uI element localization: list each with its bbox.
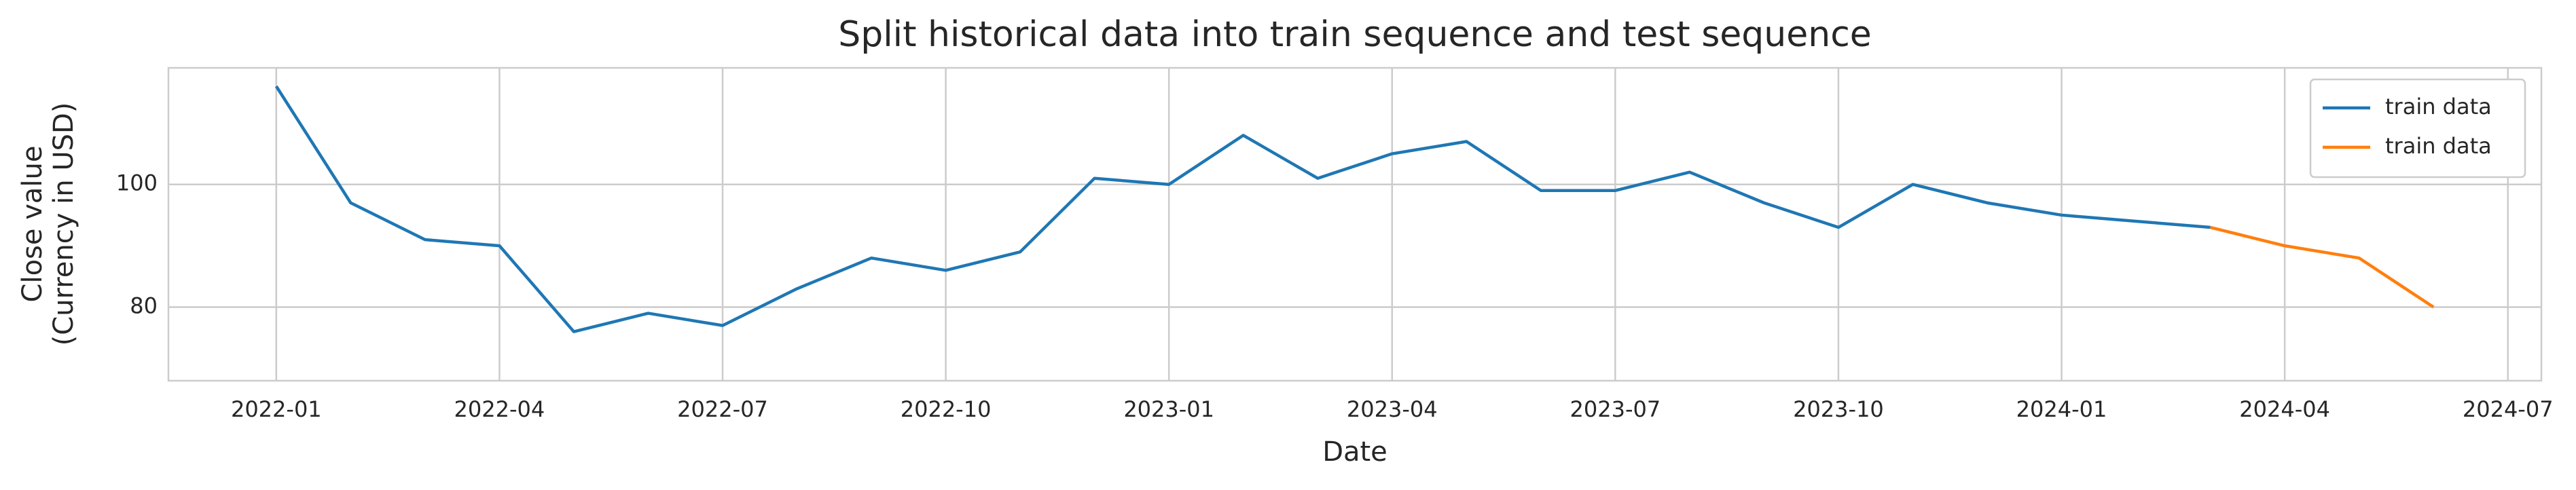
line-series (2210, 225, 2435, 309)
y-tick-label: 100 (116, 170, 158, 196)
y-axis-label-line: Close value (17, 146, 48, 303)
legend-label: train data (2385, 94, 2492, 119)
line-series (274, 85, 2211, 333)
x-tick-label: 2022-10 (901, 396, 992, 422)
chart-title: Split historical data into train sequenc… (838, 14, 1872, 55)
x-tick-label: 2024-01 (2016, 396, 2107, 422)
x-tick-label: 2022-07 (677, 396, 768, 422)
y-tick-label: 80 (130, 293, 158, 319)
legend-box (2309, 78, 2526, 178)
x-tick-label: 2023-07 (1570, 396, 1661, 422)
y-axis-label-line: (Currency in USD) (48, 102, 79, 346)
legend-label: train data (2385, 133, 2492, 159)
x-axis-label: Date (1322, 436, 1387, 468)
x-tick-label: 2022-04 (454, 396, 545, 422)
x-tick-label: 2023-10 (1793, 396, 1884, 422)
x-tick-label: 2023-04 (1347, 396, 1438, 422)
plot-frame (167, 67, 2543, 382)
y-axis-label: Close value (Currency in USD) (17, 102, 79, 346)
x-tick-label: 2022-01 (231, 396, 322, 422)
x-tick-label: 2024-04 (2239, 396, 2330, 422)
x-tick-label: 2024-07 (2463, 396, 2554, 422)
x-tick-label: 2023-01 (1123, 396, 1214, 422)
